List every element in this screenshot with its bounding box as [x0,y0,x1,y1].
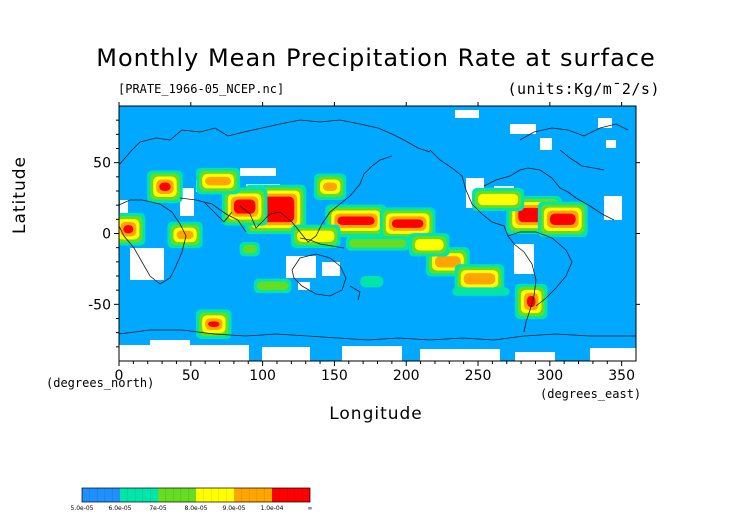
x-tick-label: 100 [249,368,276,384]
precip-contour [478,193,519,206]
colorbar-swatch [234,488,272,502]
colorbar-label: 8.0e-05 [184,505,207,512]
y-tick-label: 0 [102,227,111,243]
x-axis-unit: (degrees_north) [46,376,155,390]
precip-contour [242,244,257,254]
precip-contour [159,182,171,191]
precip-region [239,241,260,257]
coastline [119,119,636,341]
x-tick-label: 0 [115,368,124,384]
x-tick-label: 300 [536,368,563,384]
precip-region [147,170,183,203]
precip-region [196,309,232,339]
colorbar-swatch [196,488,234,502]
colorbar-label: 1.0e-04 [260,505,283,512]
precip-region [196,167,241,195]
colorbar: 5.0e-05 6.0e-05 7e-05 8.0e-05 9.0e-05 1.0e-04… [70,487,313,512]
precip-contour [337,216,375,225]
y-tick-label: -50 [88,297,111,313]
x-tick-label: 250 [465,368,492,384]
precip-contour [549,213,576,225]
colorbar-swatch [272,488,310,502]
precip-region [325,204,387,237]
precip-region [537,201,588,237]
precip-contour [414,239,444,251]
chart-title: Monthly Mean Precipitation Rate at surfa… [96,44,656,72]
colorbar-label: ∞ [308,505,313,512]
file-label: [PRATE_1966-05_NCEP.nc] [118,82,285,96]
precip-contour [208,321,220,327]
precip-region [221,187,268,226]
precip-contour [256,281,289,291]
precip-contour [463,273,496,285]
precip-region [472,187,525,212]
units-label: (units:Kg/m¯2/s) [507,80,660,98]
colorbar-label: 9.0e-05 [222,505,245,512]
precip-region [360,276,384,288]
precip-region [253,278,292,294]
precip-contour [205,176,232,186]
precip-region [313,173,347,200]
colorbar-label: 5.0e-05 [70,505,93,512]
precip-region [408,233,450,257]
precip-region [514,283,548,320]
colorbar-swatch [82,488,120,502]
x-tick-label: 200 [393,368,420,384]
precip-contour [434,256,461,268]
precip-region [454,264,505,294]
colorbar-label: 6.0e-05 [108,505,131,512]
x-tick-label: 150 [321,368,348,384]
colorbar-swatch [120,488,158,502]
precip-region [452,287,510,296]
x-axis-label: Longitude [329,404,423,424]
colorbar-label: 7e-05 [149,505,166,512]
colorbar-swatch [158,488,196,502]
precip-contour [391,219,424,228]
plot-axes: 0 50 100 150 200 250 300 350 -50 0 50 [88,102,640,384]
precip-contour [322,182,338,191]
precip-region [345,236,410,251]
precip-contour [360,276,384,288]
x-tick-label: 50 [182,368,200,384]
y-axis-unit: (degrees_east) [540,387,642,401]
precip-region [379,207,436,240]
precip-contour [348,239,407,248]
precip-contour [123,225,134,234]
precip-contour [233,199,256,214]
colorbar-frame [81,487,311,503]
x-tick-label: 350 [608,368,635,384]
y-tick-label: 50 [93,156,111,172]
precip-contour [452,287,510,296]
